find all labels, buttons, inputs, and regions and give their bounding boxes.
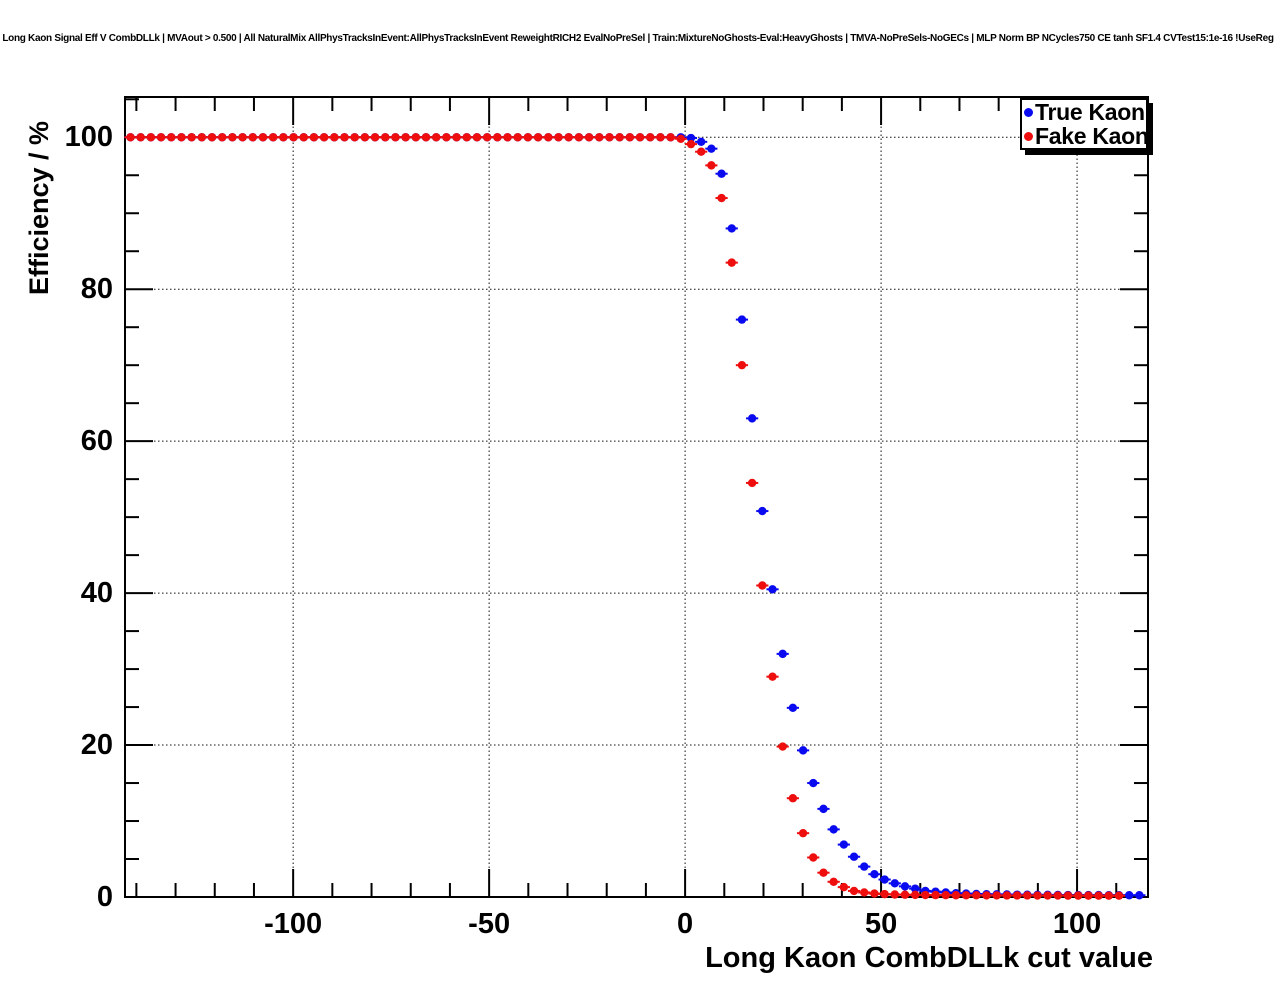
y-axis-title: Efficiency / % (24, 120, 54, 295)
x-tick-label: -50 (468, 908, 511, 940)
x-axis-title: Long Kaon CombDLLk cut value (705, 942, 1153, 974)
y-tick-label: 40 (80, 577, 113, 610)
x-tick-label: 0 (677, 908, 694, 940)
legend: True Kaon Fake Kaon (1020, 98, 1149, 150)
y-tick-label: 100 (64, 121, 113, 154)
x-tick-label: -100 (264, 908, 323, 940)
y-tick-label: 20 (80, 729, 113, 762)
y-tick-label: 80 (80, 273, 113, 306)
fake-kaon-marker-icon (1024, 131, 1033, 141)
legend-label-fake-kaon: Fake Kaon (1035, 123, 1149, 149)
plot-title: Long Kaon Signal Eff V CombDLLk | MVAout… (2, 33, 1274, 44)
legend-entry-true-kaon: True Kaon (1022, 100, 1146, 124)
legend-label-true-kaon: True Kaon (1035, 99, 1145, 125)
y-tick-label: 0 (96, 881, 113, 913)
x-tick-label: 50 (864, 908, 898, 940)
y-tick-label: 60 (80, 425, 113, 458)
legend-entry-fake-kaon: Fake Kaon (1022, 123, 1149, 149)
true-kaon-marker-icon (1024, 107, 1033, 117)
x-tick-label: 100 (1052, 908, 1102, 940)
